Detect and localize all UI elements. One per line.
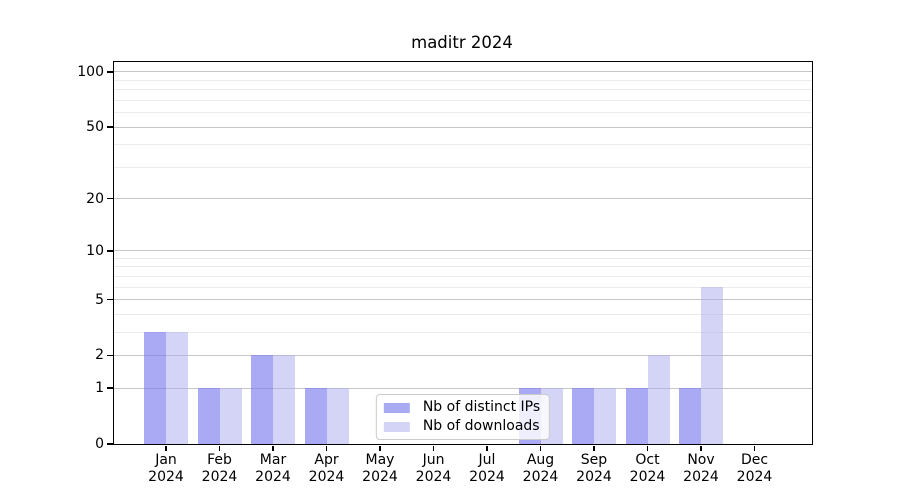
x-tick-mark [486, 445, 488, 451]
x-tick-mark [753, 445, 756, 451]
bar-downloads-nov [701, 287, 723, 444]
bar-ips-apr [304, 388, 327, 444]
bar-ips-jan [144, 332, 166, 444]
y-gridline-minor [114, 275, 812, 277]
legend-swatch-downloads [383, 421, 410, 432]
y-gridline-minor [114, 79, 812, 81]
y-gridline-minor [114, 257, 812, 259]
x-tick-label: Aug 2024 [522, 452, 559, 485]
legend-swatch-distinct-ips [383, 402, 410, 413]
y-tick-label: 20 [86, 190, 104, 207]
legend: Nb of distinct IPs Nb of downloads [375, 394, 551, 440]
y-tick-label: 5 [95, 291, 104, 308]
y-tick-mark [107, 249, 113, 252]
x-tick-mark [593, 445, 595, 451]
x-tick-label: Jul 2024 [469, 452, 505, 485]
bar-downloads-jan [166, 332, 188, 444]
y-tick-mark [107, 443, 113, 445]
x-tick-label: Dec 2024 [736, 452, 773, 485]
bar-ips-feb [197, 388, 220, 444]
legend-label: Nb of downloads [422, 418, 540, 434]
y-tick-label: 0 [95, 436, 104, 452]
x-tick-label: Mar 2024 [255, 452, 291, 485]
y-gridline-minor [114, 99, 812, 101]
x-tick-label: Jun 2024 [415, 452, 452, 485]
x-tick-label: Oct 2024 [629, 452, 666, 485]
y-gridline-minor [114, 144, 812, 146]
y-gridline-major [114, 126, 812, 128]
bar-downloads-feb [219, 388, 242, 444]
x-tick-mark [700, 445, 702, 451]
y-gridline-minor [114, 112, 812, 114]
bar-downloads-mar [273, 355, 295, 444]
bar-downloads-oct [647, 355, 670, 444]
y-gridline-minor [114, 331, 812, 333]
x-tick-label: Sep 2024 [576, 452, 612, 485]
y-tick-mark [107, 387, 113, 389]
x-tick-mark [165, 445, 167, 451]
x-tick-mark [432, 445, 435, 451]
y-gridline-major [114, 387, 812, 389]
x-tick-label: Feb 2024 [201, 452, 238, 485]
y-tick-label: 10 [86, 242, 104, 259]
y-gridline-major [114, 299, 812, 301]
y-gridline-minor [114, 89, 812, 91]
y-gridline-minor [114, 286, 812, 288]
y-gridline-minor [114, 166, 812, 168]
y-tick-mark [107, 71, 113, 73]
x-tick-mark [646, 445, 649, 451]
x-tick-mark [325, 445, 328, 451]
x-tick-label: Nov 2024 [683, 452, 719, 485]
x-tick-mark [539, 445, 542, 451]
bar-ips-oct [625, 388, 648, 444]
y-tick-mark [107, 197, 113, 200]
bar-downloads-sep [594, 388, 616, 444]
y-gridline-major [114, 198, 812, 200]
x-tick-label: Jan 2024 [148, 452, 184, 485]
y-gridline-major [114, 354, 812, 356]
y-gridline-major [114, 71, 812, 73]
bar-ips-mar [251, 355, 273, 444]
y-tick-mark [107, 354, 113, 357]
x-tick-label: May 2024 [362, 452, 398, 485]
y-gridline-minor [114, 313, 812, 315]
y-tick-mark [107, 298, 113, 301]
bar-downloads-apr [326, 388, 349, 444]
legend-entry-downloads: Nb of downloads [383, 418, 540, 434]
bar-ips-sep [572, 388, 594, 444]
y-tick-label: 100 [77, 63, 104, 80]
x-tick-mark [379, 445, 381, 451]
y-gridline-minor [114, 266, 812, 268]
legend-entry-distinct-ips: Nb of distinct IPs [383, 399, 541, 415]
x-tick-label: Apr 2024 [308, 452, 345, 485]
y-tick-mark [107, 126, 113, 128]
chart-title: maditr 2024 [411, 33, 513, 52]
x-tick-mark [272, 445, 274, 451]
plot-area: Nb of distinct IPs Nb of downloads 0 1 2 5 1… [77, 61, 813, 485]
y-tick-label: 1 [95, 380, 104, 397]
y-tick-label: 50 [86, 119, 104, 136]
bar-ips-nov [679, 388, 701, 444]
x-tick-mark [218, 445, 221, 451]
legend-label: Nb of distinct IPs [422, 399, 541, 415]
y-gridline-major [114, 250, 812, 252]
y-tick-label: 2 [95, 347, 104, 364]
